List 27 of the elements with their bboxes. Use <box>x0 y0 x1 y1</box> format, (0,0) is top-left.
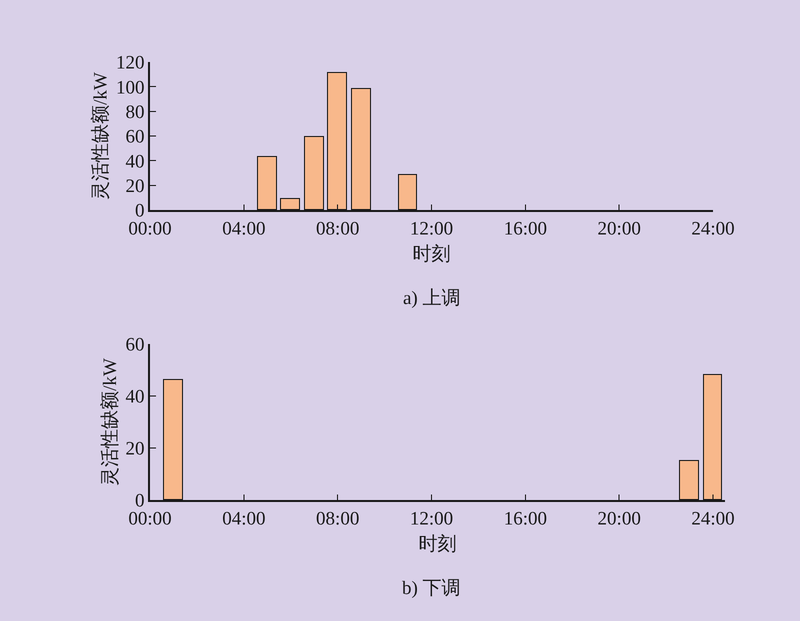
y-tick-label: 80 <box>125 102 144 123</box>
x-tick-label: 04:00 <box>222 218 266 240</box>
x-tick-label: 24:00 <box>691 508 735 530</box>
y-tick-label: 20 <box>125 176 144 197</box>
text: a) 上调 <box>403 288 461 309</box>
x-axis-title: 时刻 <box>418 532 456 555</box>
y-tick-label: 40 <box>125 151 144 172</box>
x-tick-label: 08:00 <box>316 508 360 530</box>
x-tick-label: 24:00 <box>691 218 735 240</box>
x-tick-label: 12:00 <box>410 218 454 240</box>
x-tick-label: 12:00 <box>410 508 454 530</box>
y-tick-label: 60 <box>125 334 144 356</box>
y-tick-label: 20 <box>125 438 144 460</box>
y-tick-label: 100 <box>116 77 144 98</box>
x-tick-label: 20:00 <box>598 508 641 530</box>
y-tick-label: 60 <box>125 126 144 148</box>
x-tick-label: 20:00 <box>598 218 641 240</box>
y-axis-title: 灵活性缺额/kW <box>89 72 112 200</box>
x-tick-label: 16:00 <box>504 508 547 530</box>
y-axis-title: 灵活性缺额/kW <box>98 358 121 486</box>
x-tick-label: 04:00 <box>222 508 266 530</box>
y-tick-label: 120 <box>116 52 144 74</box>
x-axis-title: 时刻 <box>412 242 451 265</box>
x-tick-label: 08:00 <box>316 218 360 240</box>
x-tick-label: 16:00 <box>504 218 547 240</box>
text: b) 下调 <box>402 578 461 599</box>
y-tick-label: 40 <box>125 386 144 408</box>
